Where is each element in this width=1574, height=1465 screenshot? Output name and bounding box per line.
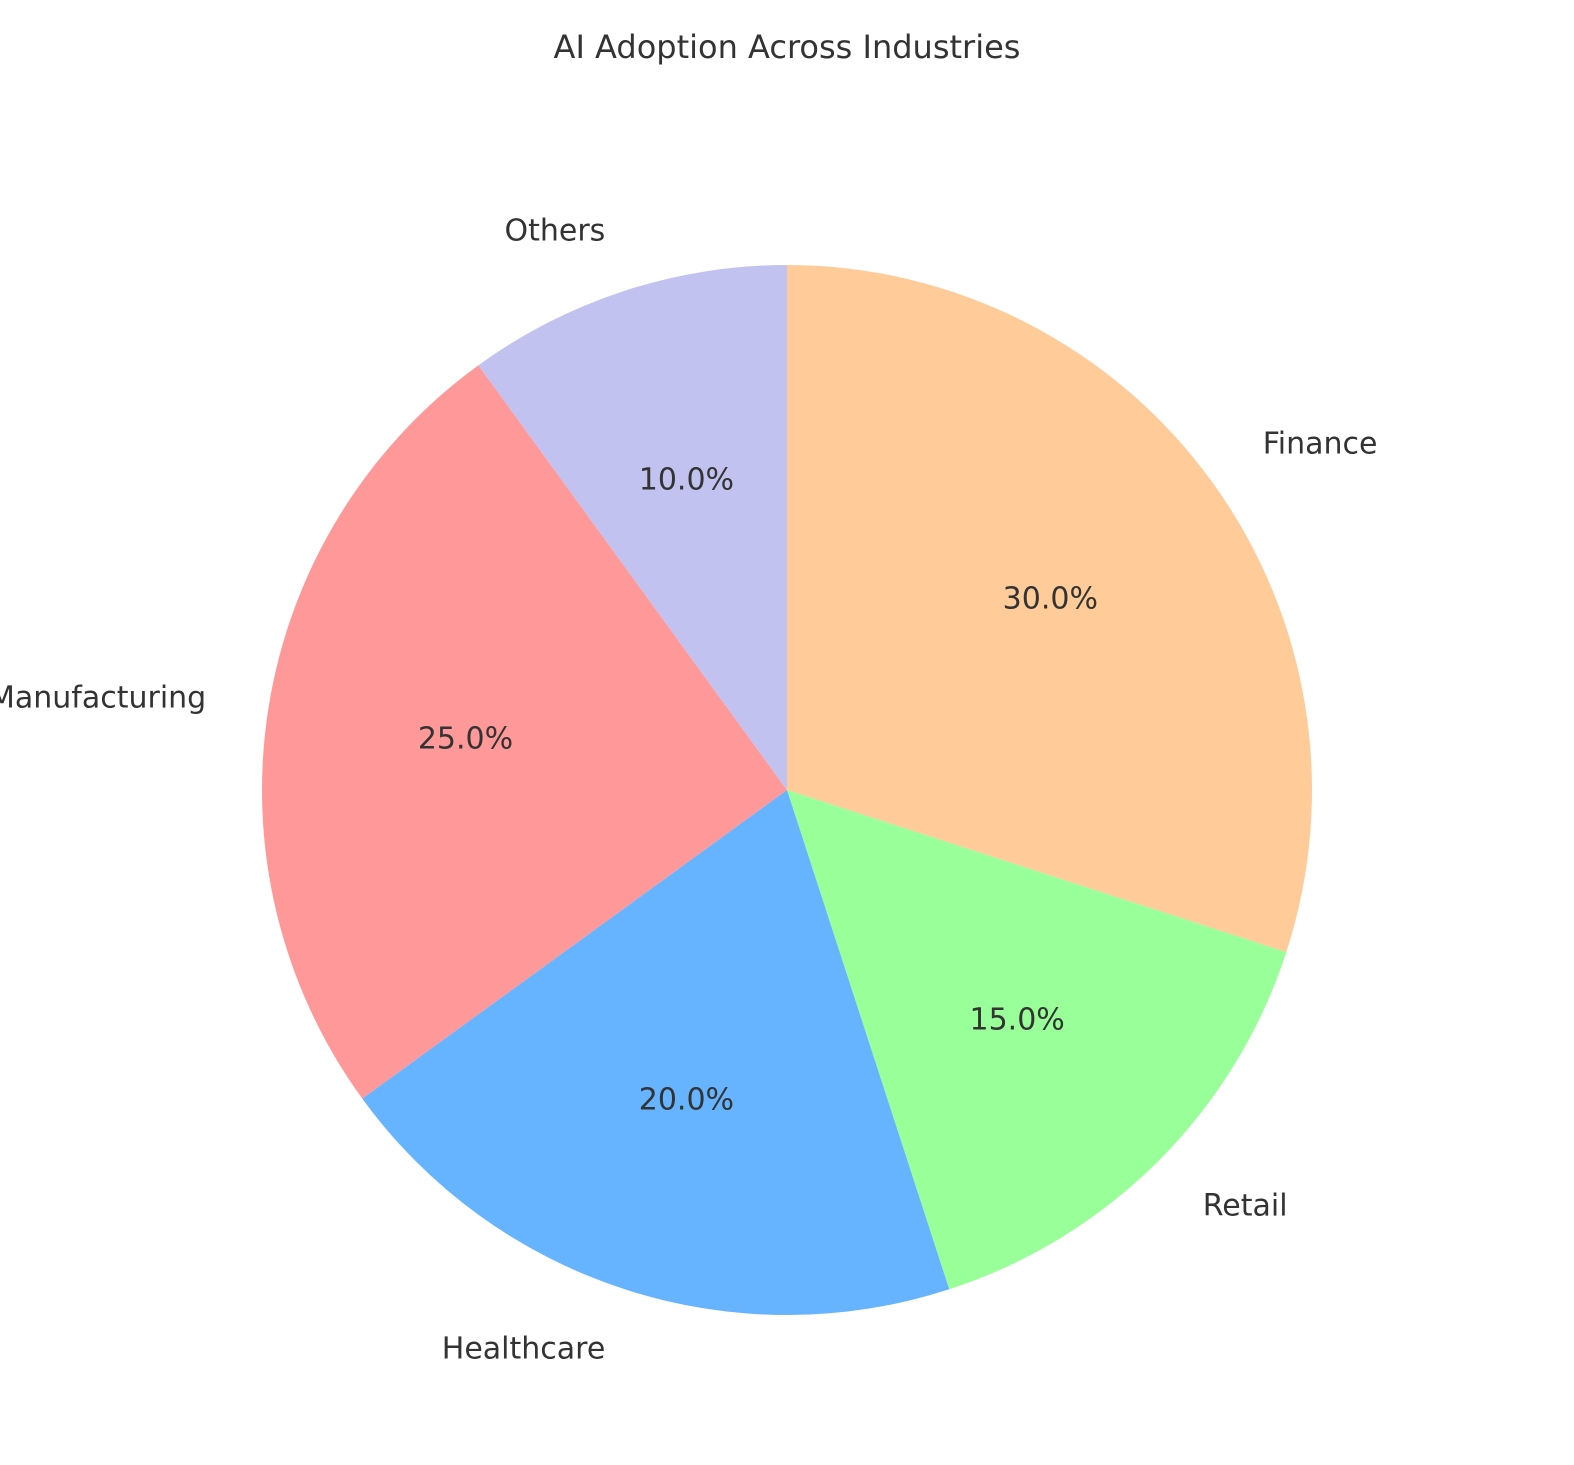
pie-label-retail: Retail <box>1203 1188 1288 1223</box>
pie-label-finance: Finance <box>1263 427 1378 462</box>
pie-label-manufacturing: Manufacturing <box>0 681 206 716</box>
pie-pct-manufacturing: 25.0% <box>418 722 513 757</box>
pie-label-healthcare: Healthcare <box>442 1332 606 1367</box>
pie-pct-retail: 15.0% <box>970 1003 1065 1038</box>
pie-pct-finance: 30.0% <box>1003 581 1098 616</box>
pie-chart <box>0 0 1574 1465</box>
pie-pct-others: 10.0% <box>639 463 734 498</box>
pie-pct-healthcare: 20.0% <box>639 1082 734 1117</box>
pie-label-others: Others <box>504 213 605 248</box>
